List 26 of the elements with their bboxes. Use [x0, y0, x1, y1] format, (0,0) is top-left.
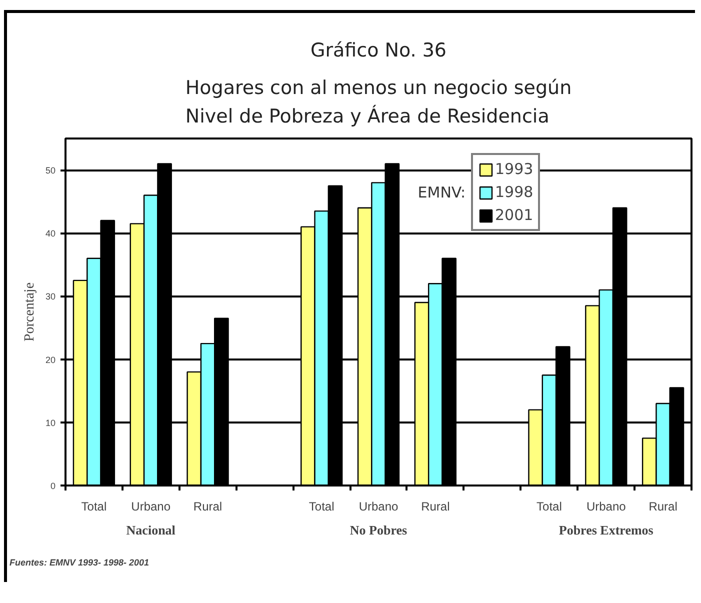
legend-label: 2001 — [495, 206, 534, 224]
y-tick-label: 40 — [45, 228, 56, 239]
x-tick-label: Rural — [193, 500, 222, 514]
x-tick-label: Rural — [421, 500, 450, 514]
chart-title: Gráfico No. 36 — [310, 40, 447, 62]
legend-label: 1993 — [495, 160, 534, 178]
text: No Pobres — [350, 522, 408, 538]
x-tick-label: Total — [81, 500, 107, 514]
legend-title: EMNV: — [418, 184, 466, 202]
y-axis-title: Porcentaje — [22, 282, 38, 342]
y-tick-label: 0 — [50, 481, 56, 491]
y-tick-label: 20 — [45, 354, 56, 365]
text: Nacional — [126, 522, 176, 538]
x-tick-label: Total — [536, 500, 562, 514]
x-tick-label: Rural — [648, 500, 678, 514]
x-tick-label: Urbano — [358, 500, 399, 514]
x-tick-label: Urbano — [586, 500, 626, 514]
source-note: Fuentes: EMNV 1993- 1998- 2001 — [10, 558, 150, 568]
legend-label: 1998 — [495, 183, 534, 201]
x-tick-label: Urbano — [131, 500, 171, 514]
y-tick-label: 10 — [45, 418, 56, 428]
x-tick-label: Total — [308, 500, 334, 514]
y-tick-label: 30 — [45, 292, 56, 302]
text: Pobres Extremos — [558, 522, 654, 538]
chart-subtitle: Hogares con al menos un negocio según Nivel de Pobreza y Área de Residencia — [185, 76, 572, 128]
y-tick-label: 50 — [45, 166, 56, 176]
